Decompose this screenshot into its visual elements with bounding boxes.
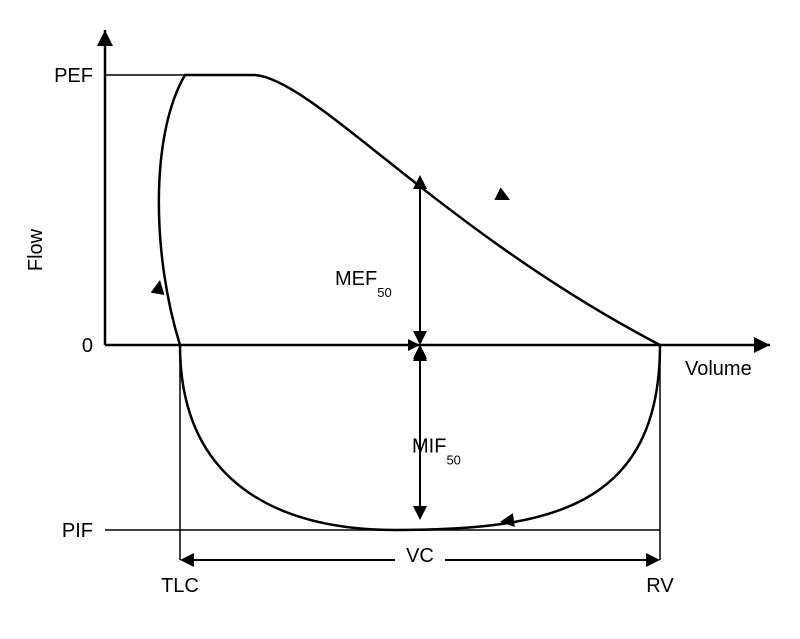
vc-label: VC	[406, 545, 434, 567]
pef-label: PEF	[54, 65, 93, 87]
mef50-label: MEF50	[335, 268, 392, 300]
rv-label: RV	[646, 575, 674, 597]
tlc-label: TLC	[161, 575, 199, 597]
zero-label: 0	[82, 335, 93, 357]
pif-label: PIF	[62, 520, 93, 542]
y-axis-label: Flow	[25, 228, 47, 271]
x-axis-label: Volume	[685, 358, 752, 380]
